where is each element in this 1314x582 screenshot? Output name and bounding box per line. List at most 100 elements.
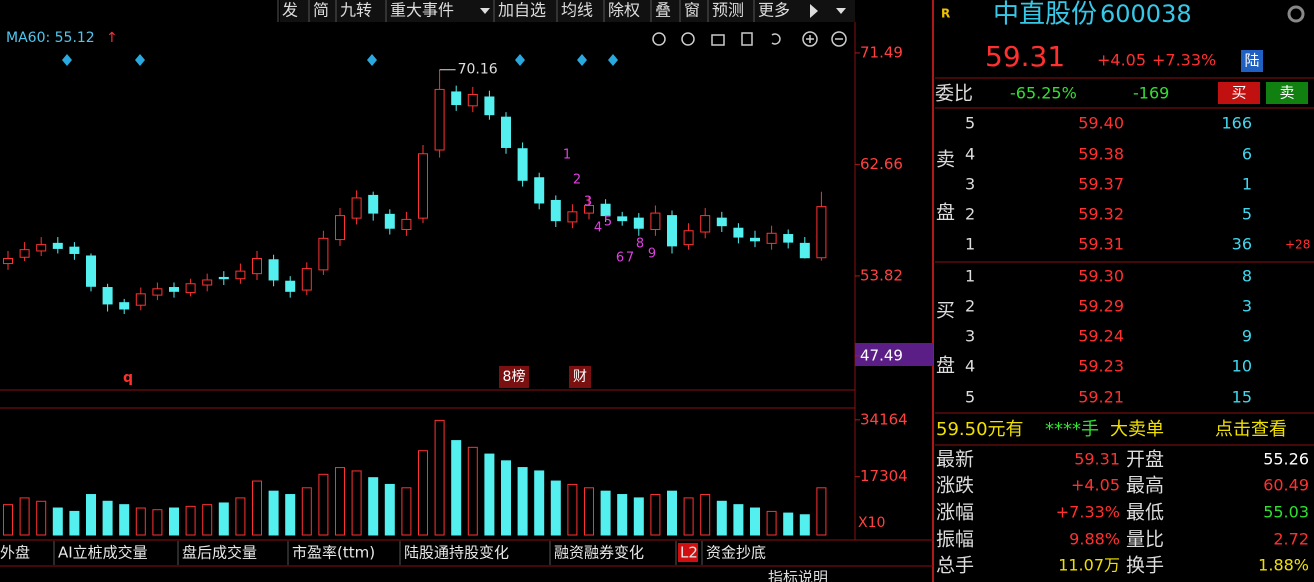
- volume-bar: [434, 419, 445, 536]
- candle-body: [484, 96, 495, 116]
- candle-body: [600, 203, 611, 217]
- candle-body: [816, 206, 827, 259]
- book-volume: 166: [1221, 114, 1252, 133]
- volume-bar: [318, 473, 329, 536]
- volume-bar: [119, 504, 130, 536]
- tab[interactable]: 陆股通持股变化: [404, 544, 509, 562]
- book-level: 4: [965, 357, 975, 376]
- book-volume: 1: [1242, 175, 1252, 194]
- event-marker: [135, 54, 145, 66]
- tab[interactable]: 外盘: [0, 544, 30, 562]
- candle-body: [467, 93, 478, 107]
- toolbar-button: 发: [282, 1, 298, 20]
- buy-button[interactable]: [1218, 82, 1260, 104]
- banner-text[interactable]: 点击查看: [1215, 419, 1287, 440]
- td-count: 5: [604, 215, 612, 230]
- volume-bar: [600, 490, 611, 536]
- volume-bar: [235, 497, 246, 536]
- stat-value: 11.07万: [1058, 556, 1120, 575]
- volume-bar: [683, 497, 694, 536]
- stat-label: 涨幅: [936, 502, 974, 524]
- y-tick-label: 62.66: [860, 155, 903, 173]
- volume-bar: [700, 494, 711, 536]
- candle-body: [119, 302, 130, 310]
- tool-icon[interactable]: [711, 34, 725, 46]
- volume-bar: [268, 490, 279, 536]
- candle-body: [517, 148, 528, 181]
- market-badge: [1241, 50, 1263, 72]
- volume-bar: [733, 504, 744, 536]
- dropdown-icon[interactable]: [480, 8, 490, 14]
- book-level: 5: [965, 114, 975, 133]
- tool-icon[interactable]: [681, 32, 695, 46]
- tool-icon[interactable]: [771, 33, 781, 45]
- stat-value: 2.72: [1273, 530, 1309, 549]
- volume-bar: [169, 507, 179, 536]
- volume-bar: [750, 507, 760, 536]
- td-count: 2: [573, 173, 581, 188]
- tool-icon[interactable]: [741, 32, 753, 46]
- banner-text: 大卖单: [1110, 419, 1164, 440]
- tab[interactable]: 融资融券变化: [554, 544, 644, 562]
- annotation: 财: [573, 369, 587, 385]
- stat-value: 60.49: [1263, 476, 1309, 495]
- dropdown-icon[interactable]: [836, 8, 846, 14]
- book-side-label: 盘: [936, 355, 955, 377]
- volume-bar: [86, 494, 96, 536]
- y-tick-label: 71.49: [860, 43, 903, 61]
- change: +4.05: [1097, 51, 1146, 70]
- candle-body: [218, 276, 229, 280]
- tool-icon[interactable]: [831, 31, 847, 47]
- settings-icon[interactable]: [1287, 5, 1305, 23]
- candle-body: [152, 288, 163, 296]
- tool-icon[interactable]: [652, 32, 666, 46]
- tab[interactable]: 盘后成交量: [182, 544, 257, 562]
- candle-body: [135, 293, 146, 306]
- stat-value: +7.33%: [1056, 503, 1120, 522]
- book-price: 59.37: [1078, 175, 1124, 194]
- book-price: 59.31: [1078, 235, 1124, 254]
- next-icon[interactable]: [810, 4, 818, 18]
- candle-body: [36, 244, 47, 252]
- buy-button-label[interactable]: 买: [1231, 84, 1246, 102]
- toolbar-button: 九转: [340, 1, 372, 20]
- volume-bar: [52, 507, 63, 536]
- stat-value: 55.26: [1263, 450, 1309, 469]
- td-count: 6: [616, 251, 624, 266]
- sell-button[interactable]: [1266, 82, 1308, 104]
- tab[interactable]: 资金抄底: [706, 544, 766, 562]
- volume-bar: [252, 480, 262, 536]
- volume-bar: [467, 446, 478, 536]
- book-level: 3: [965, 327, 975, 346]
- tab[interactable]: L2: [680, 544, 698, 562]
- stat-label: 最低: [1126, 502, 1164, 524]
- stat-label: 涨跌: [936, 475, 974, 497]
- toolbar-button: 简: [313, 1, 329, 20]
- chart-tools[interactable]: [652, 31, 847, 47]
- stat-value: 55.03: [1263, 503, 1309, 522]
- candle-body: [534, 177, 545, 204]
- panel-lines: [935, 77, 1314, 446]
- annotation: 8榜: [503, 368, 526, 385]
- volume-bar: [783, 512, 794, 536]
- tab[interactable]: AI立桩成交量: [58, 544, 148, 562]
- candle-body: [766, 232, 777, 244]
- volume-bar: [69, 510, 80, 536]
- candle-body: [550, 199, 561, 222]
- td-count: 4: [594, 221, 602, 236]
- sell-button-label[interactable]: 卖: [1279, 84, 1294, 102]
- tab[interactable]: 市盈率(ttm): [292, 544, 375, 562]
- volume-bar: [36, 500, 47, 536]
- book-price: 59.38: [1078, 145, 1124, 164]
- book-volume: 6: [1242, 145, 1252, 164]
- indicator-label: MA60: 55.12: [6, 30, 95, 46]
- footer-link[interactable]: 指标说明: [768, 569, 828, 582]
- book-volume: 8: [1242, 267, 1252, 286]
- candle-body: [285, 280, 296, 292]
- stat-label: 最新: [936, 449, 974, 471]
- event-marker: [577, 54, 587, 66]
- candle-body: [185, 283, 196, 294]
- tool-icon[interactable]: [802, 31, 818, 47]
- candle-body: [384, 213, 395, 229]
